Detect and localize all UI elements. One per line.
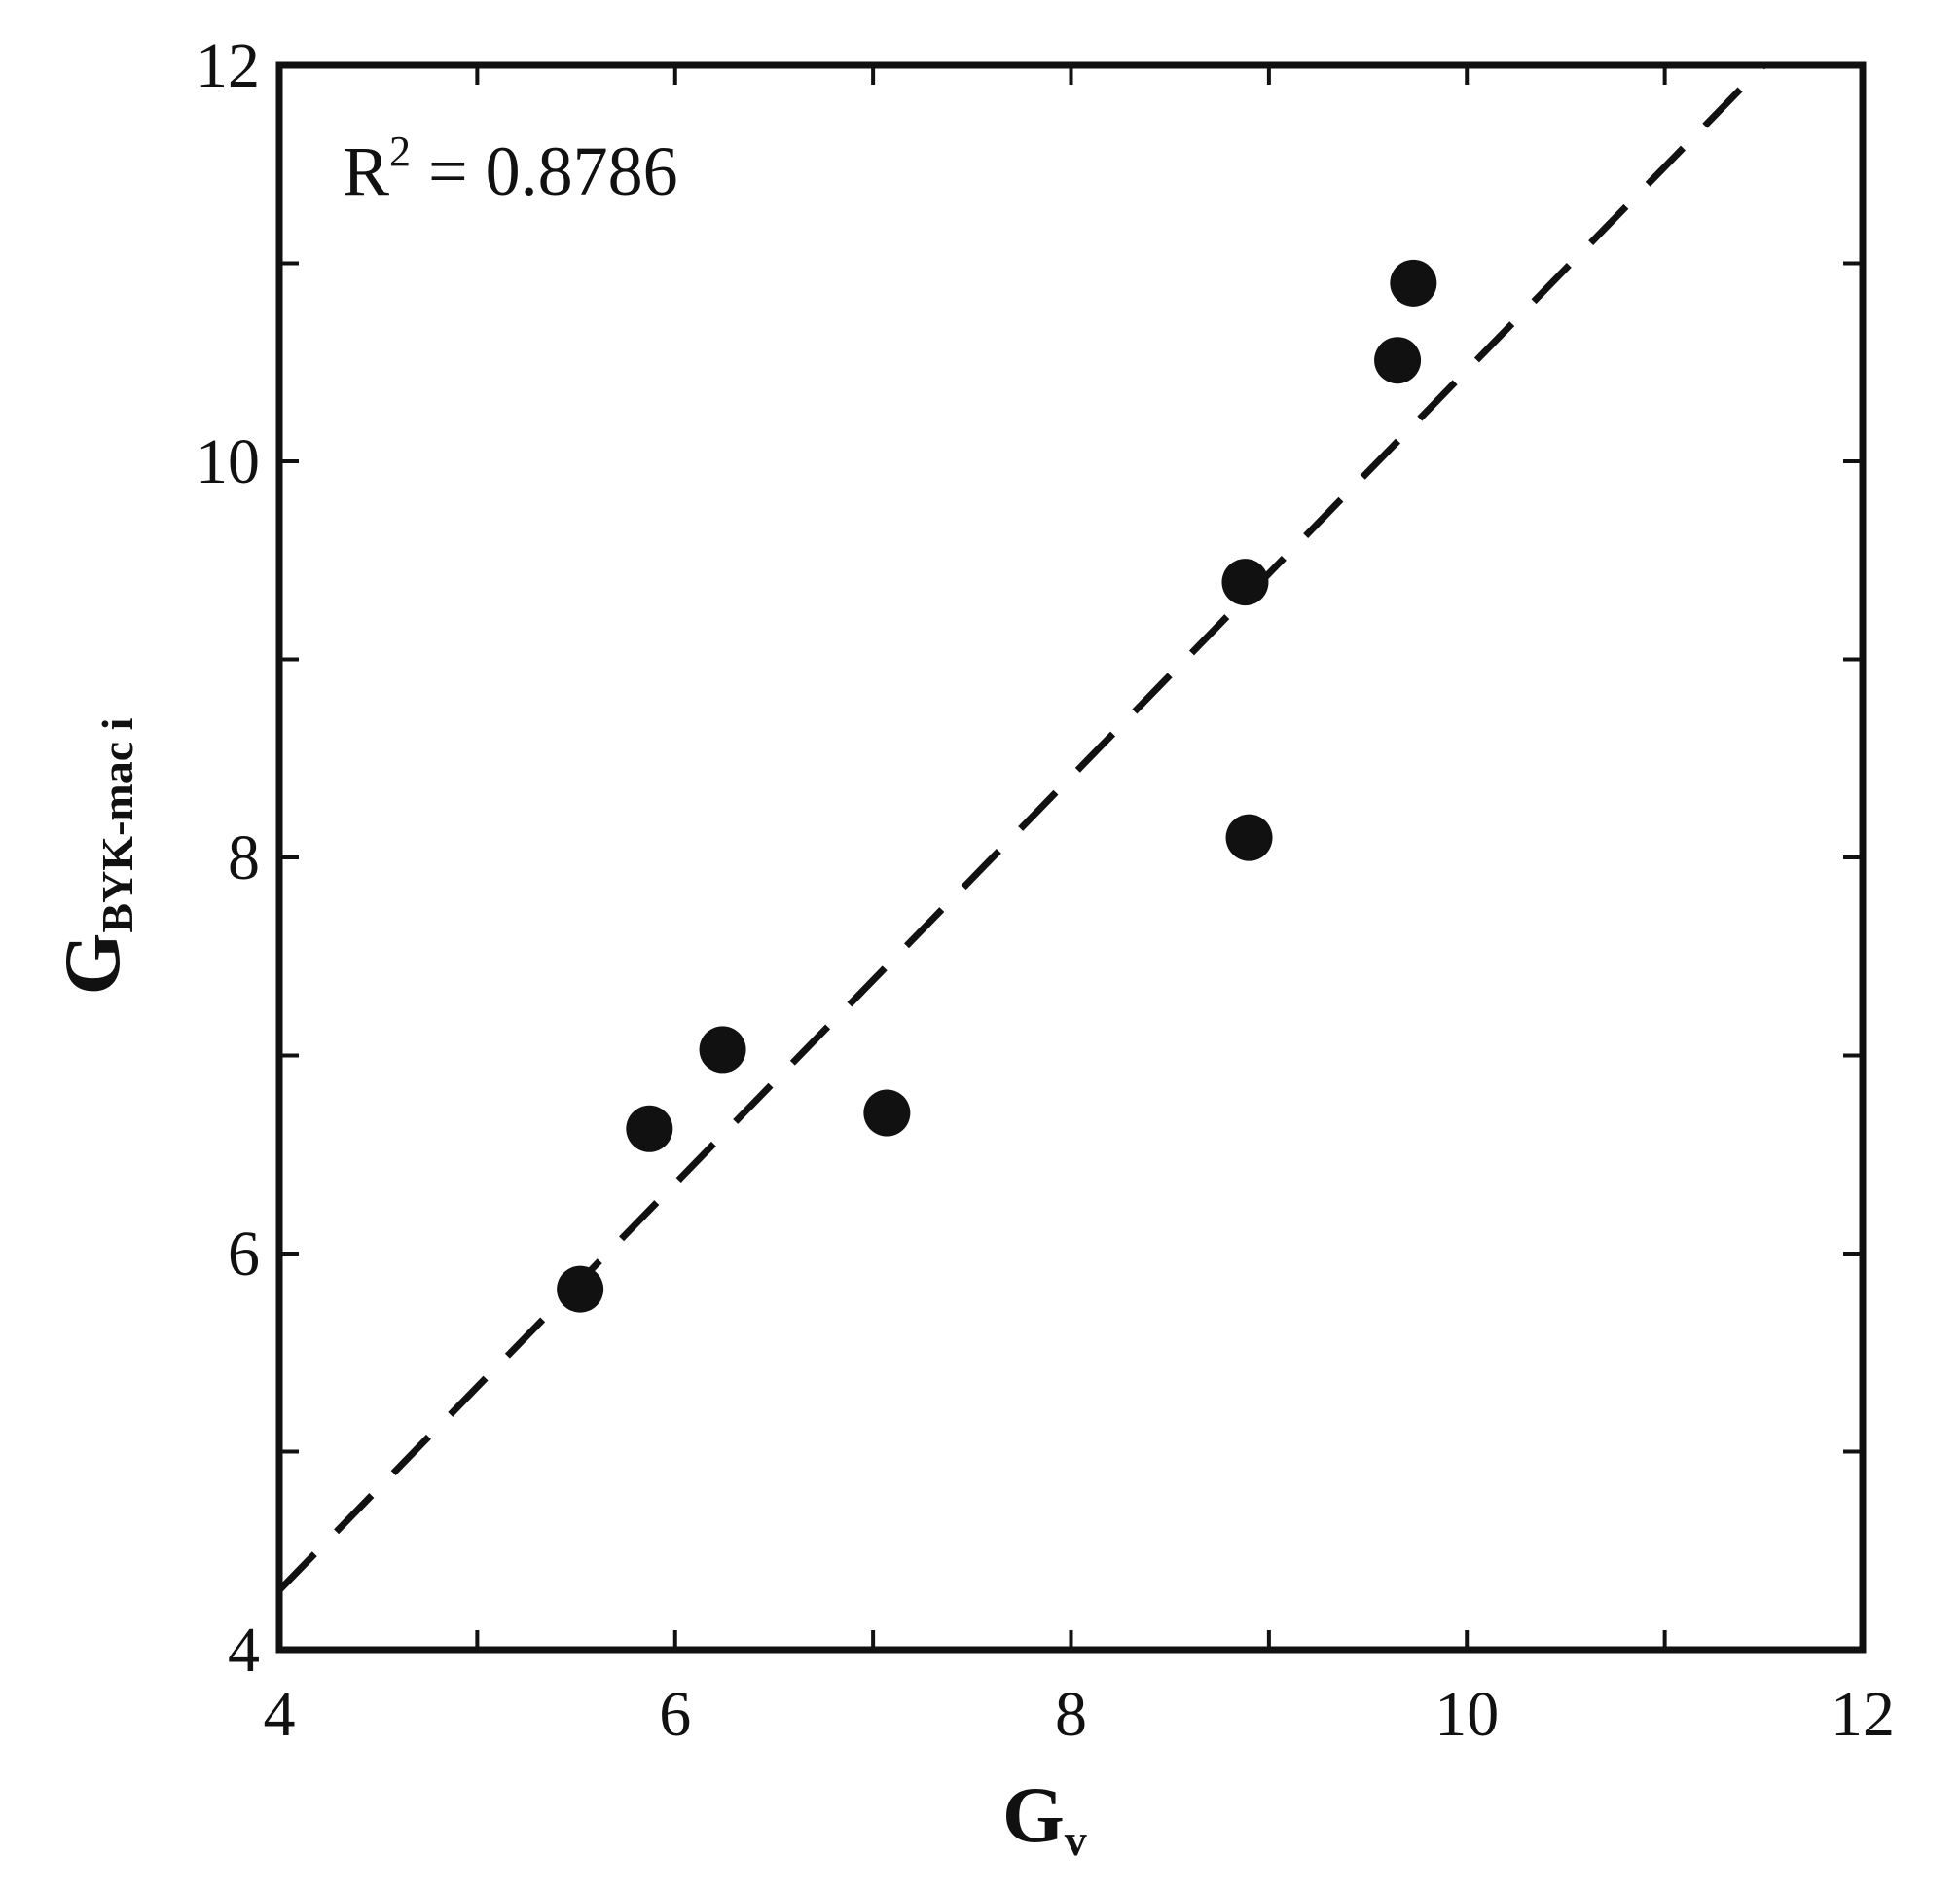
data-point	[557, 1265, 604, 1313]
points-layer	[557, 259, 1437, 1313]
x-tick-label: 8	[1055, 1679, 1087, 1750]
y-axis-title: GBYK-mac i	[48, 717, 142, 995]
x-tick-label: 6	[659, 1679, 691, 1750]
y-axis-title-subscript: BYK-mac i	[92, 717, 142, 932]
r-squared-annotation: R2 = 0.8786	[343, 127, 678, 210]
data-point	[1221, 559, 1269, 606]
y-axis-title-main: G	[48, 933, 136, 996]
data-point	[863, 1089, 911, 1137]
r-squared-superscript: 2	[389, 127, 411, 175]
fit-line-layer	[276, 62, 1766, 1593]
x-tick-label: 10	[1434, 1679, 1499, 1750]
r-squared-prefix: R	[343, 132, 389, 210]
x-axis-title-main: G	[1002, 1770, 1065, 1859]
y-tick-label: 8	[228, 822, 260, 893]
y-tick-label: 10	[196, 426, 260, 497]
data-point	[1225, 814, 1273, 861]
ticks-layer	[277, 63, 1865, 1652]
x-axis-title-subscript: v	[1065, 1815, 1087, 1865]
y-tick-label: 12	[196, 30, 260, 101]
y-tick-label: 6	[228, 1219, 260, 1290]
data-point	[1390, 259, 1437, 307]
data-point	[1374, 337, 1422, 384]
fit-line	[276, 62, 1766, 1593]
plot-frame	[275, 61, 1867, 1654]
x-tick-label: 4	[264, 1679, 296, 1750]
data-point	[626, 1105, 673, 1152]
data-point	[699, 1026, 746, 1074]
x-axis-title: Gv	[1002, 1770, 1087, 1865]
x-tick-label: 12	[1831, 1679, 1895, 1750]
r-squared-value: = 0.8786	[411, 132, 678, 210]
tick-labels-layer: 4 6 8 10 12 4 6 8 10 12	[196, 30, 1895, 1750]
y-tick-label: 4	[228, 1615, 260, 1686]
